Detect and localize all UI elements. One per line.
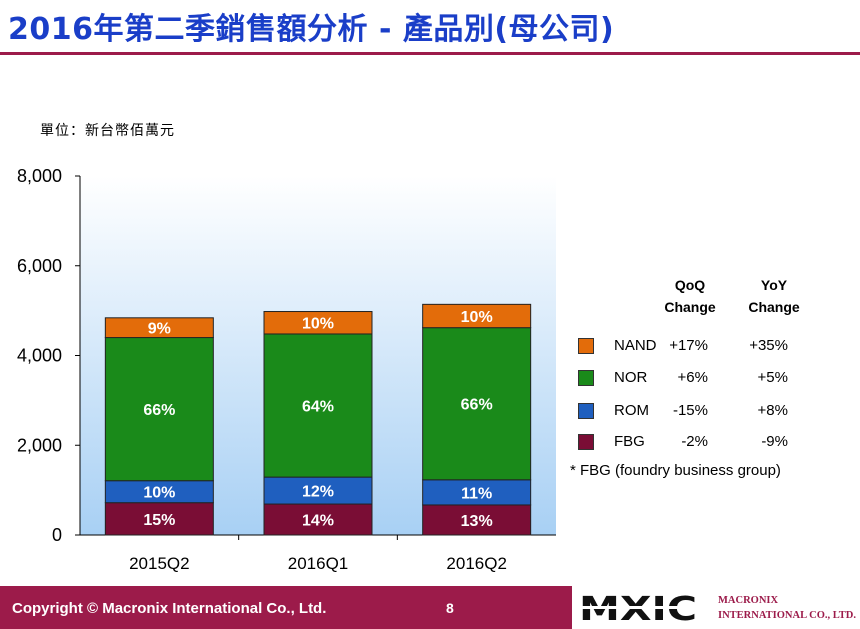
y-tick-label: 6,000 <box>17 256 62 276</box>
legend-name: NAND <box>614 337 657 354</box>
qoq-header: QoQ Change <box>660 274 720 318</box>
legend-row-nand: NAND +17% +35% <box>578 336 838 358</box>
bar-segment-nand <box>104 317 214 339</box>
x-tick-label: 2016Q2 <box>446 554 507 573</box>
y-tick-label: 4,000 <box>17 346 62 366</box>
page-title: 2016年第二季銷售額分析 - 產品別(母公司) <box>8 12 615 47</box>
legend-qoq: +6% <box>677 369 708 386</box>
nand-swatch <box>578 338 594 354</box>
bar-segment-nand <box>422 303 532 329</box>
legend-yoy: -9% <box>761 433 788 450</box>
yoy-header-line1: YoY <box>760 277 788 293</box>
brand-line1: MACRONIX <box>718 595 779 606</box>
fbg-swatch <box>578 434 594 450</box>
bar-segment-nand <box>263 311 373 335</box>
page-number: 8 <box>446 600 454 616</box>
legend-yoy: +8% <box>757 402 788 419</box>
yoy-header: YoY Change <box>740 274 808 318</box>
bar-segment-nor <box>263 333 373 478</box>
brand-name: MACRONIX INTERNATIONAL CO., LTD. <box>718 593 856 623</box>
y-tick-label: 8,000 <box>17 166 62 186</box>
data-label: 12% <box>302 484 334 501</box>
copyright-text: Copyright © Macronix International Co., … <box>12 600 327 617</box>
legend-name: NOR <box>614 369 648 386</box>
nor-swatch <box>578 370 594 386</box>
brand-line2: INTERNATIONAL CO., LTD. <box>718 610 856 621</box>
legend-yoy: +35% <box>749 337 788 354</box>
x-tick-label: 2015Q2 <box>129 554 190 573</box>
bar-segment-fbg <box>104 502 214 536</box>
data-label: 10% <box>461 309 493 326</box>
data-label: 10% <box>143 485 175 502</box>
yoy-header-line2: Change <box>748 299 800 315</box>
data-label: 66% <box>143 402 175 419</box>
data-label: 64% <box>302 399 334 416</box>
legend-name: ROM <box>614 402 649 419</box>
data-label: 11% <box>461 485 492 502</box>
unit-label: 單位：新台幣佰萬元 <box>40 123 175 139</box>
data-label: 15% <box>143 512 175 529</box>
x-tick-label: 2016Q1 <box>288 554 349 573</box>
bar-segment-fbg <box>263 503 373 536</box>
title-divider <box>0 52 860 55</box>
data-label: 14% <box>302 513 334 530</box>
bar-segment-rom <box>422 479 532 506</box>
legend-row-fbg: FBG -2% -9% <box>578 432 838 454</box>
bar-segment-fbg <box>422 504 532 536</box>
legend-yoy: +5% <box>757 369 788 386</box>
qoq-header-line1: QoQ <box>674 277 706 293</box>
footer-bar <box>0 586 572 629</box>
bar-segment-nor <box>104 337 214 482</box>
y-tick-label: 2,000 <box>17 435 62 455</box>
y-tick-label: 0 <box>52 525 62 545</box>
mxic-logo: MXIC <box>579 593 697 623</box>
footnote: * FBG (foundry business group) <box>570 462 781 479</box>
legend-name: FBG <box>614 433 645 450</box>
rom-swatch <box>578 403 594 419</box>
bar-segment-rom <box>263 476 373 505</box>
data-label: 66% <box>461 397 493 414</box>
data-label: 13% <box>461 513 493 530</box>
legend-row-nor: NOR +6% +5% <box>578 368 838 390</box>
data-label: 9% <box>148 321 171 338</box>
legend-row-rom: ROM -15% +8% <box>578 401 838 423</box>
qoq-header-line2: Change <box>664 299 716 315</box>
legend-qoq: -15% <box>672 402 708 419</box>
data-label: 10% <box>302 316 334 333</box>
legend-qoq: +17% <box>669 337 708 354</box>
legend-qoq: -2% <box>681 433 708 450</box>
